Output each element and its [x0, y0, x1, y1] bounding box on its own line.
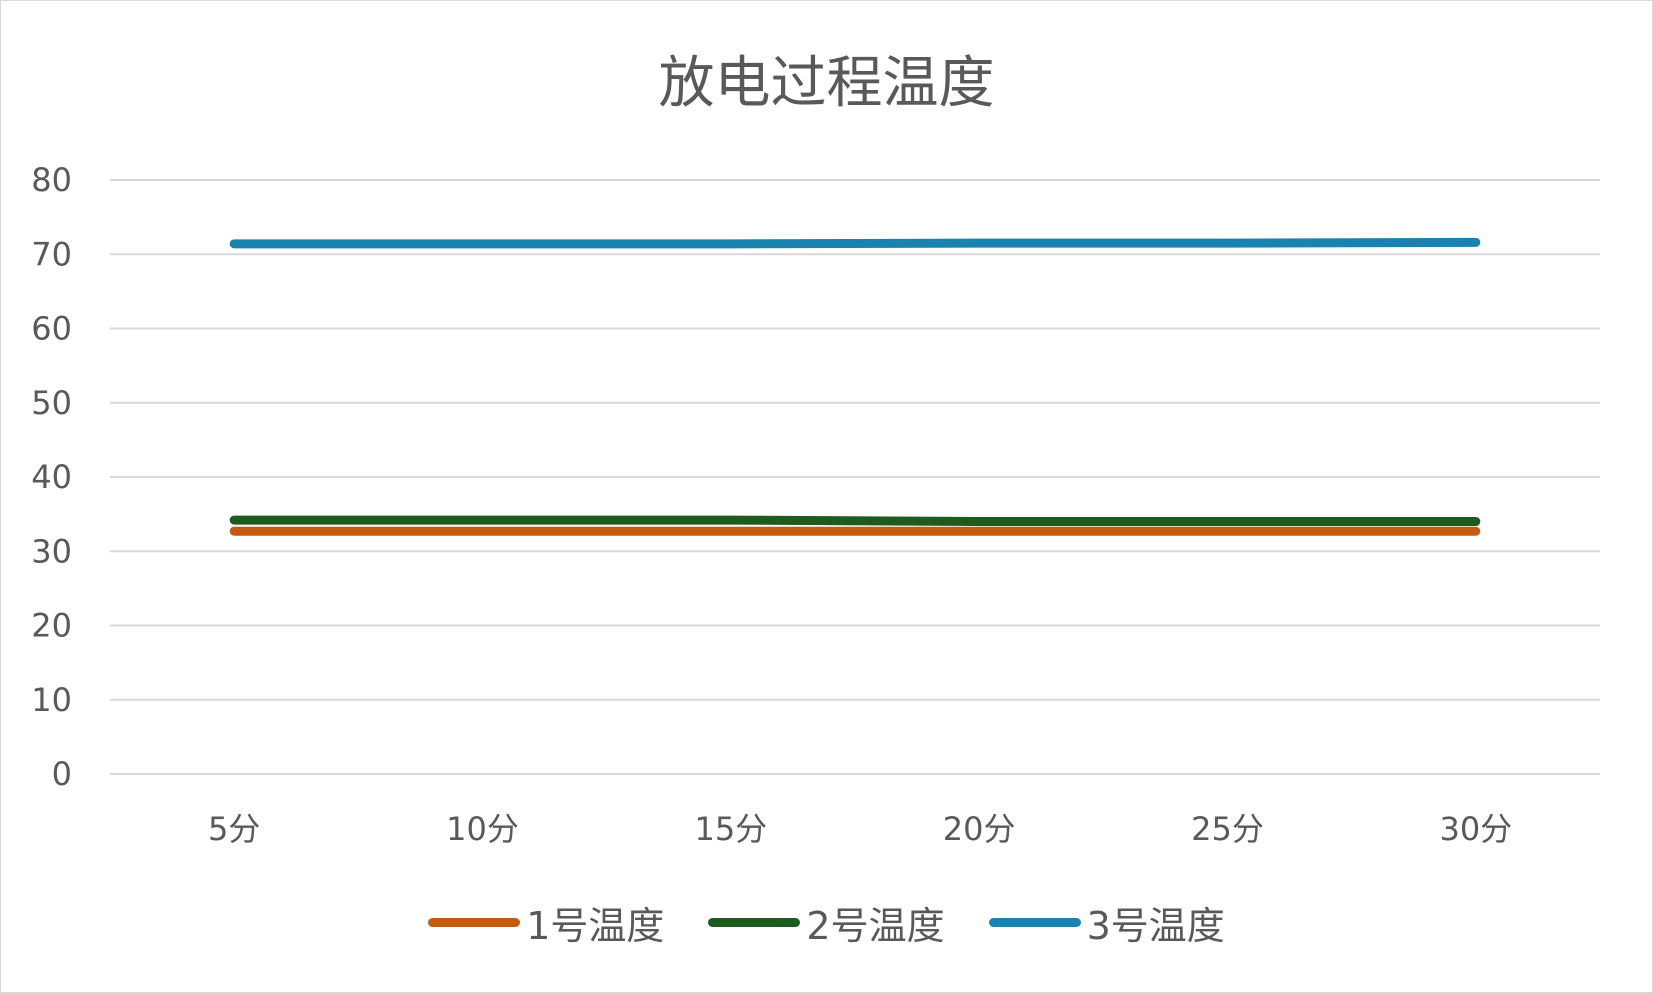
y-axis-ticks: 0 10 20 30 40 50 60 70 80: [31, 161, 72, 793]
legend-swatch: [428, 918, 521, 927]
series-line-2: [229, 515, 1481, 527]
x-tick-label: 10分: [446, 810, 519, 848]
y-tick-label: 20: [31, 607, 72, 645]
legend-label: 3号温度: [1086, 904, 1225, 948]
x-tick-label: 30分: [1439, 810, 1512, 848]
gridlines: [110, 179, 1600, 775]
y-tick-label: 70: [31, 235, 72, 273]
y-tick-label: 40: [31, 458, 72, 496]
series-lines: [229, 237, 1481, 536]
legend-swatch: [708, 918, 801, 927]
chart-title: 放电过程温度: [658, 51, 995, 116]
y-tick-label: 50: [31, 384, 72, 422]
x-tick-label: 25分: [1191, 810, 1264, 848]
legend-item-2: 2号温度: [708, 895, 945, 950]
x-axis-ticks: 5分 10分 15分 20分 25分 30分: [208, 810, 1512, 848]
legend-swatch: [988, 918, 1081, 927]
x-tick-label: 20分: [943, 810, 1016, 848]
y-tick-label: 0: [52, 755, 72, 793]
legend-label: 1号温度: [526, 904, 665, 948]
legend-item-3: 3号温度: [988, 895, 1225, 950]
legend: 1号温度 2号温度 3号温度: [0, 895, 1653, 950]
y-tick-label: 60: [31, 310, 72, 348]
y-tick-label: 80: [31, 161, 72, 199]
legend-item-1: 1号温度: [428, 895, 664, 950]
y-tick-label: 10: [31, 681, 72, 719]
series-line-3: [229, 237, 1481, 249]
legend-label: 2号温度: [806, 904, 945, 948]
y-tick-label: 30: [31, 532, 72, 570]
x-tick-label: 15分: [694, 810, 767, 848]
x-tick-label: 5分: [208, 810, 260, 848]
